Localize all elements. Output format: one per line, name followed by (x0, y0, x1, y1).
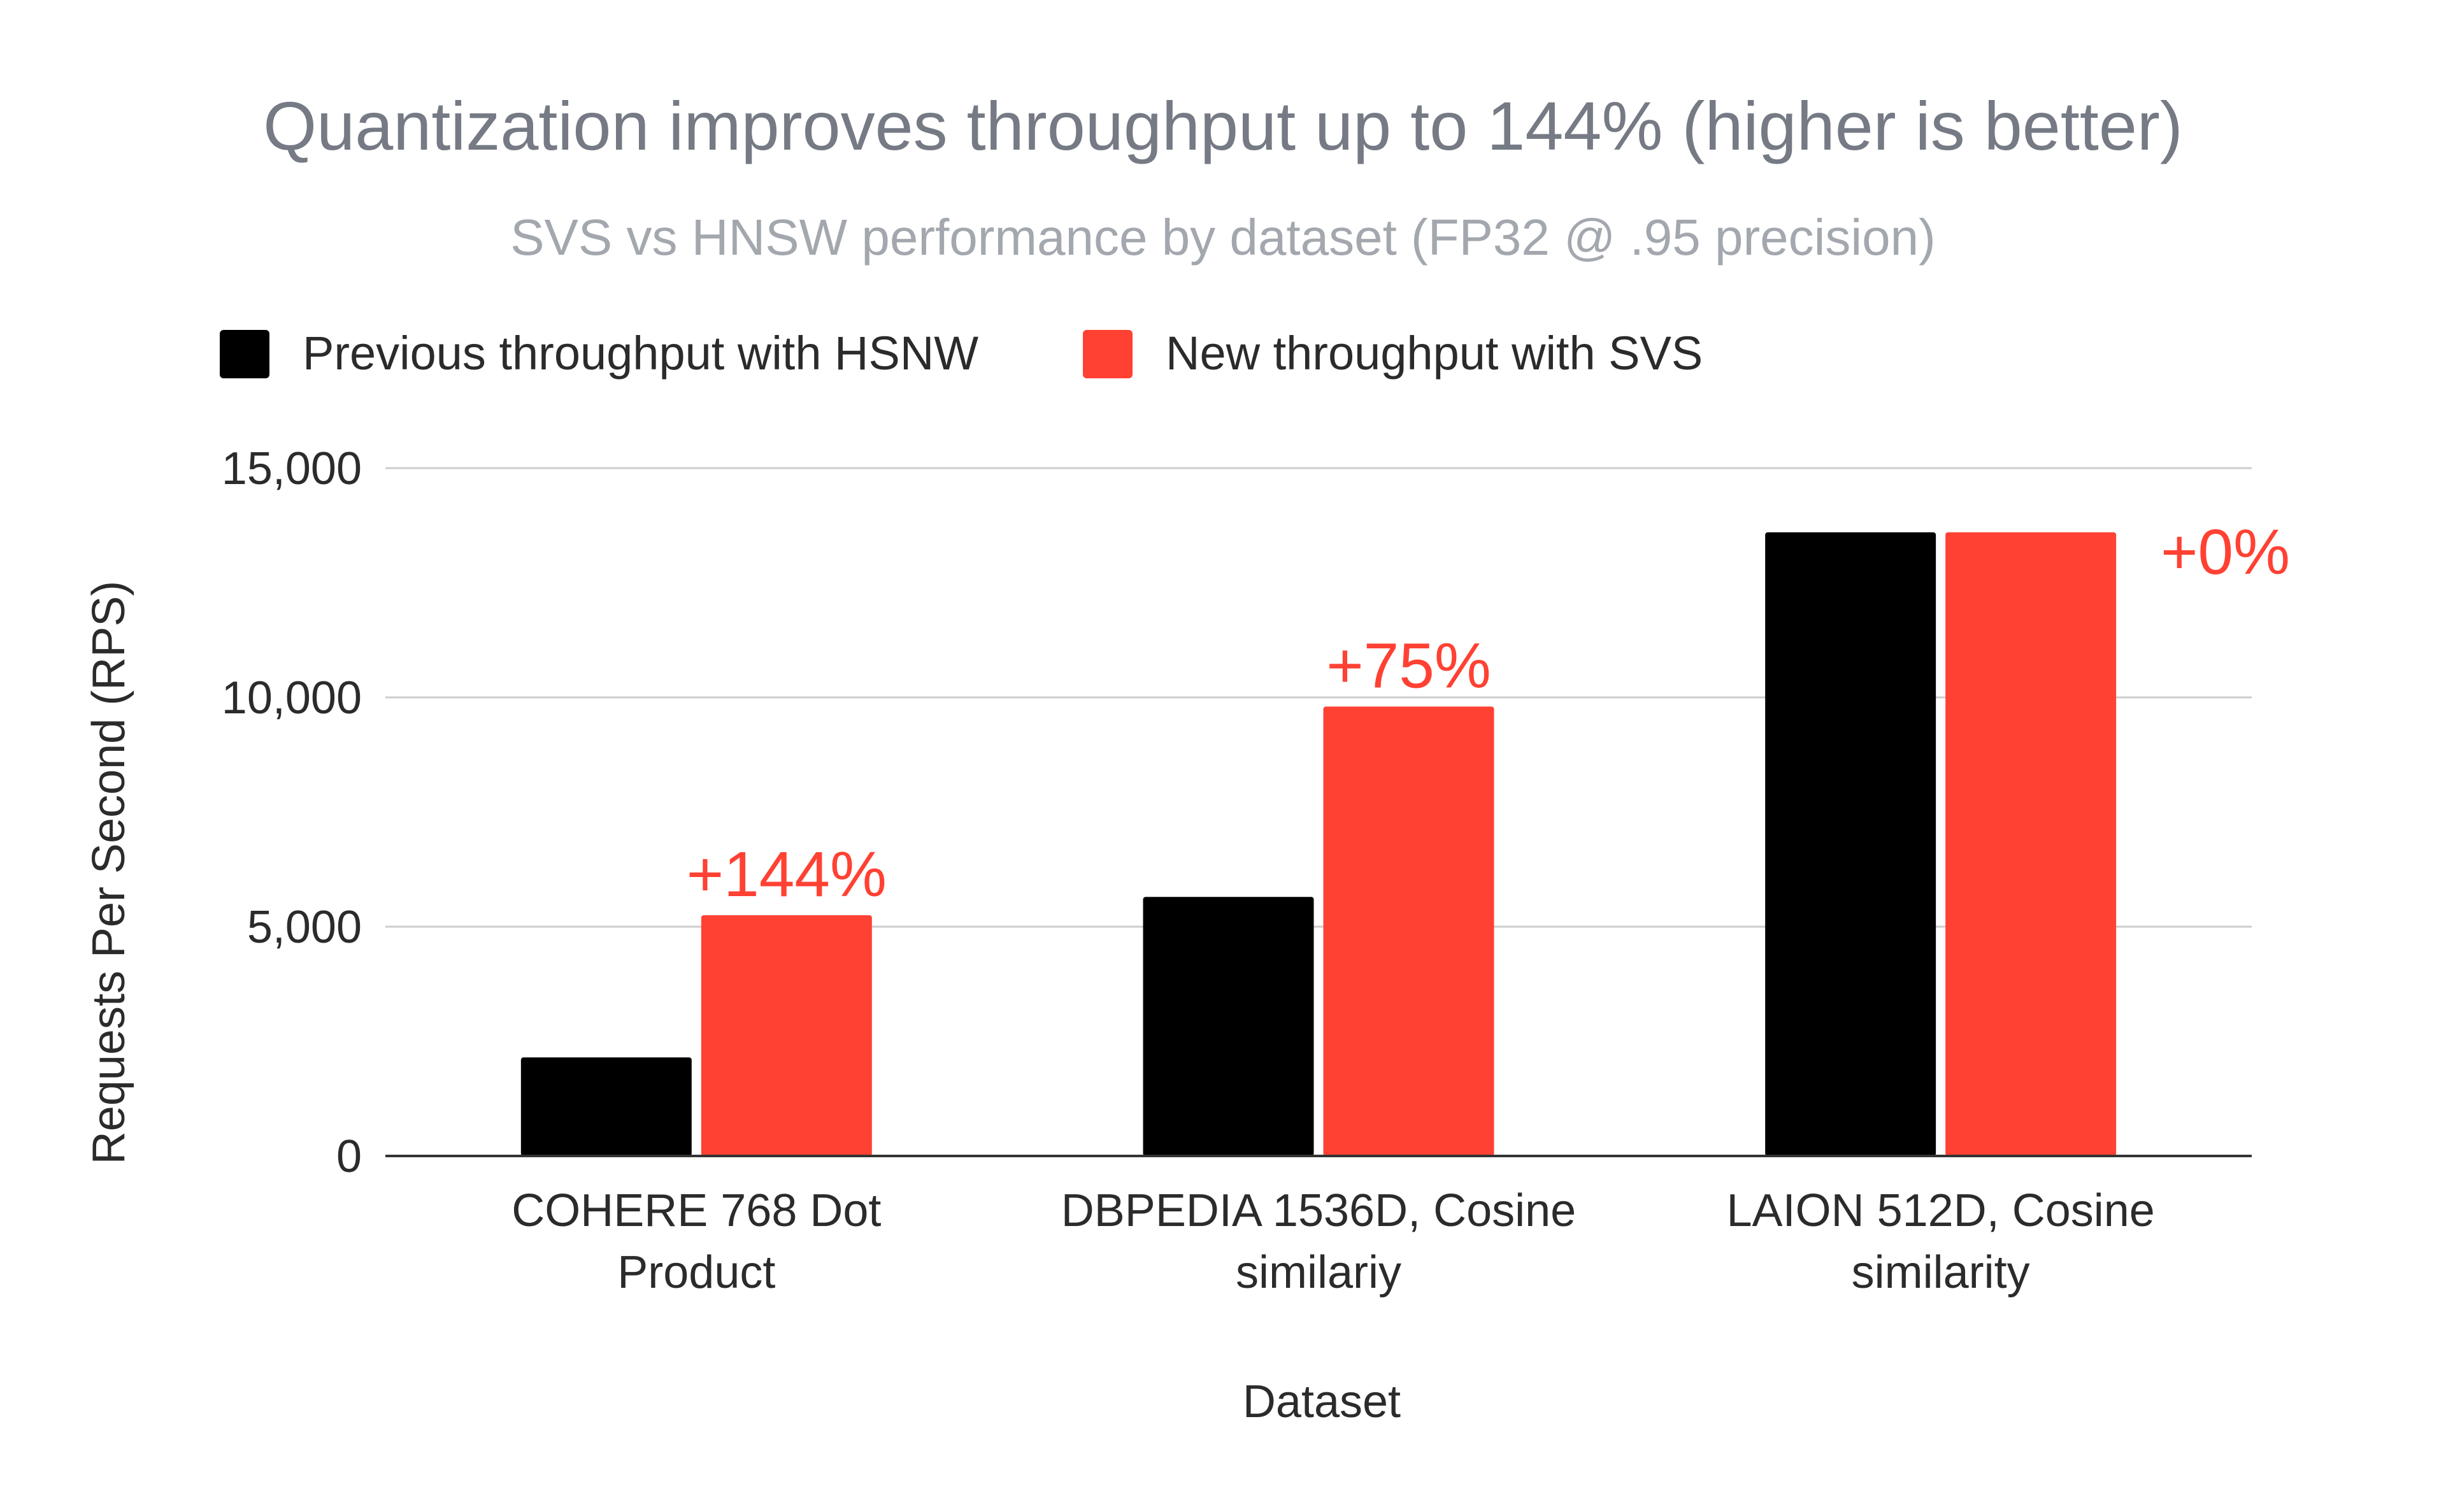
x-category-label: DBPEDIA 1536D, Cosine (1061, 1185, 1576, 1236)
x-category-label: COHERE 768 Dot (511, 1185, 881, 1236)
legend-swatch (220, 330, 269, 378)
growth-annotation: +0% (2161, 517, 2290, 588)
legend-label: Previous throughput with HSNW (303, 327, 978, 380)
bar-hnsw (1765, 532, 1936, 1156)
x-category-label: LAION 512D, Cosine (1727, 1185, 2155, 1236)
y-tick-label: 15,000 (222, 443, 362, 494)
y-axis-ticks: 0 5,000 10,000 15,000 (222, 443, 362, 1182)
legend-label: New throughput with SVS (1166, 327, 1703, 380)
chart-subtitle: SVS vs HNSW performance by dataset (FP32… (510, 209, 1936, 266)
bar-hnsw (520, 1057, 692, 1156)
legend-swatch (1083, 330, 1133, 378)
legend: Previous throughput with HSNW New through… (220, 327, 1703, 380)
annotations: +144% +75% +0% (687, 517, 2290, 910)
bar-svs (1945, 532, 2117, 1156)
y-tick-label: 0 (336, 1131, 362, 1182)
x-category-label: similarity (1852, 1247, 2030, 1298)
growth-annotation: +75% (1326, 630, 1491, 701)
bar-hnsw (1143, 897, 1314, 1156)
y-tick-label: 10,000 (222, 673, 362, 724)
growth-annotation: +144% (687, 839, 887, 910)
x-category-label: Product (617, 1247, 775, 1298)
bars (520, 532, 2117, 1156)
x-axis-categories: COHERE 768 Dot Product DBPEDIA 1536D, Cosi… (511, 1185, 2155, 1298)
y-axis-title: Requests Per Second (RPS) (83, 581, 134, 1164)
gridlines (385, 467, 2252, 928)
chart-title: Quantization improves throughput up to 1… (263, 87, 2183, 164)
y-tick-label: 5,000 (247, 902, 362, 953)
x-axis-title: Dataset (1243, 1376, 1401, 1427)
bar-svs (701, 915, 872, 1156)
bar-svs (1323, 706, 1494, 1156)
x-category-label: similariy (1236, 1247, 1401, 1298)
